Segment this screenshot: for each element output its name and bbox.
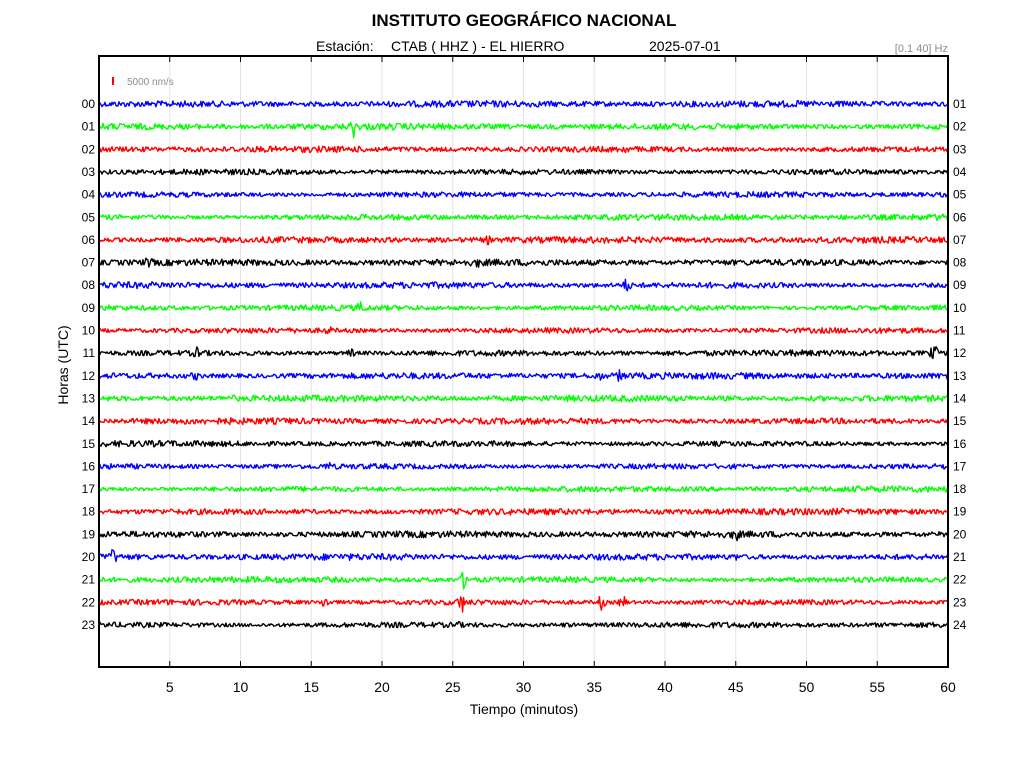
trace-hour-20 [98,549,949,563]
hour-label-left: 15 [82,437,96,451]
hour-label-left: 16 [82,459,96,473]
hour-label-left: 04 [82,188,96,202]
hour-label-right: 10 [953,301,967,315]
x-axis-label: Tiempo (minutos) [470,701,578,717]
x-tick-label-10: 10 [233,679,249,695]
trace-hour-18 [98,507,949,516]
x-tick-label-20: 20 [374,679,390,695]
x-tick-label-55: 55 [869,679,885,695]
hour-label-left: 06 [82,233,96,247]
trace-hour-10 [98,326,949,335]
hour-label-left: 07 [82,256,96,270]
hour-label-left: 21 [82,573,96,587]
hour-label-left: 23 [82,618,96,632]
station-name: CTAB ( HHZ ) - EL HIERRO [391,38,565,54]
trace-hour-19 [98,530,949,542]
hour-label-left: 12 [82,369,96,383]
hour-label-right: 06 [953,210,967,224]
x-tick-label-30: 30 [516,679,532,695]
filter-band: [0.1 40] Hz [895,43,948,55]
hour-label-left: 10 [82,324,96,338]
hour-label-left: 02 [82,142,96,156]
hour-label-left: 20 [82,550,96,564]
trace-hour-03 [98,168,948,176]
hour-label-left: 17 [82,482,96,496]
hour-label-right: 22 [953,573,967,587]
x-axis-ticks: 5 10 15 20 25 30 35 40 45 50 55 60 [166,56,956,695]
seismic-traces [98,100,949,629]
hour-label-right: 19 [953,505,967,519]
hour-label-right: 03 [953,142,967,156]
trace-hour-08 [98,278,949,292]
hour-label-right: 08 [953,256,967,270]
trace-hour-12 [98,369,949,382]
x-tick-label-35: 35 [586,679,602,695]
hour-labels-right: 01 02 03 04 05 06 07 08 09 10 11 12 13 14 15 16 17 18 19 20… [953,97,967,632]
hour-label-right: 24 [953,618,967,632]
hour-label-right: 16 [953,437,967,451]
amplitude-scale-label: 5000 nm/s [127,77,174,88]
hour-label-right: 04 [953,165,967,179]
x-tick-label-60: 60 [940,679,956,695]
x-tick-label-40: 40 [657,679,673,695]
x-tick-label-25: 25 [445,679,461,695]
hour-label-right: 11 [953,324,966,338]
trace-hour-06 [98,235,949,246]
trace-hour-09 [98,301,949,312]
station-label: Estación: [316,38,374,54]
hour-label-right: 01 [953,97,967,111]
trace-hour-21 [98,571,949,590]
y-axis-label: Horas (UTC) [55,325,71,404]
hour-label-left: 01 [82,120,96,134]
hour-label-right: 15 [953,414,967,428]
chart-date: 2025-07-01 [649,38,721,54]
x-tick-label-15: 15 [303,679,319,695]
hour-label-left: 14 [82,414,96,428]
trace-hour-02 [98,145,949,154]
trace-hour-04 [98,191,949,199]
hour-label-right: 13 [953,369,967,383]
hour-label-left: 19 [82,527,96,541]
hour-label-left: 09 [82,301,96,315]
hour-label-left: 08 [82,278,96,292]
hour-label-right: 07 [953,233,967,247]
x-tick-label-50: 50 [799,679,815,695]
hour-label-left: 11 [83,346,96,360]
trace-hour-17 [98,485,949,493]
grid-lines [169,56,878,667]
hour-label-right: 09 [953,278,967,292]
trace-hour-01 [98,121,949,139]
hour-label-left: 22 [82,595,96,609]
hour-label-left: 00 [82,97,96,111]
hour-label-right: 18 [953,482,967,496]
trace-hour-00 [98,100,949,108]
trace-hour-05 [98,213,949,222]
hour-label-left: 13 [82,391,96,405]
chart-title: INSTITUTO GEOGRÁFICO NACIONAL [372,11,677,30]
hour-label-right: 02 [953,120,967,134]
hour-label-right: 17 [953,459,967,473]
hour-label-right: 05 [953,188,967,202]
trace-hour-07 [98,257,949,268]
trace-hour-11 [98,346,949,360]
trace-hour-15 [98,439,949,448]
hour-label-left: 05 [82,210,96,224]
trace-hour-23 [98,621,949,629]
trace-hour-13 [98,394,949,403]
hour-label-left: 03 [82,165,96,179]
hour-labels-left: 00 01 02 03 04 05 06 07 08 09 10 11 12 13 14 15 16 17 18 19… [82,97,96,632]
hour-label-right: 20 [953,527,967,541]
hour-label-right: 21 [953,550,967,564]
x-tick-label-5: 5 [166,679,174,695]
trace-hour-22 [98,595,949,613]
hour-label-right: 12 [953,346,967,360]
x-tick-label-45: 45 [728,679,744,695]
hour-label-left: 18 [82,505,96,519]
trace-hour-14 [98,417,949,426]
hour-label-right: 14 [953,391,967,405]
hour-label-right: 23 [953,595,967,609]
trace-hour-16 [98,461,949,470]
